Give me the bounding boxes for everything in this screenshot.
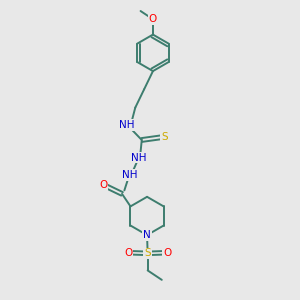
Text: O: O bbox=[124, 248, 132, 258]
Text: S: S bbox=[144, 248, 151, 258]
Text: O: O bbox=[99, 180, 108, 190]
Text: S: S bbox=[161, 132, 168, 142]
Text: NH: NH bbox=[131, 153, 147, 163]
Text: O: O bbox=[163, 248, 171, 258]
Text: NH: NH bbox=[122, 170, 137, 180]
Text: N: N bbox=[143, 230, 151, 240]
Text: NH: NH bbox=[119, 120, 135, 130]
Text: O: O bbox=[149, 14, 157, 24]
